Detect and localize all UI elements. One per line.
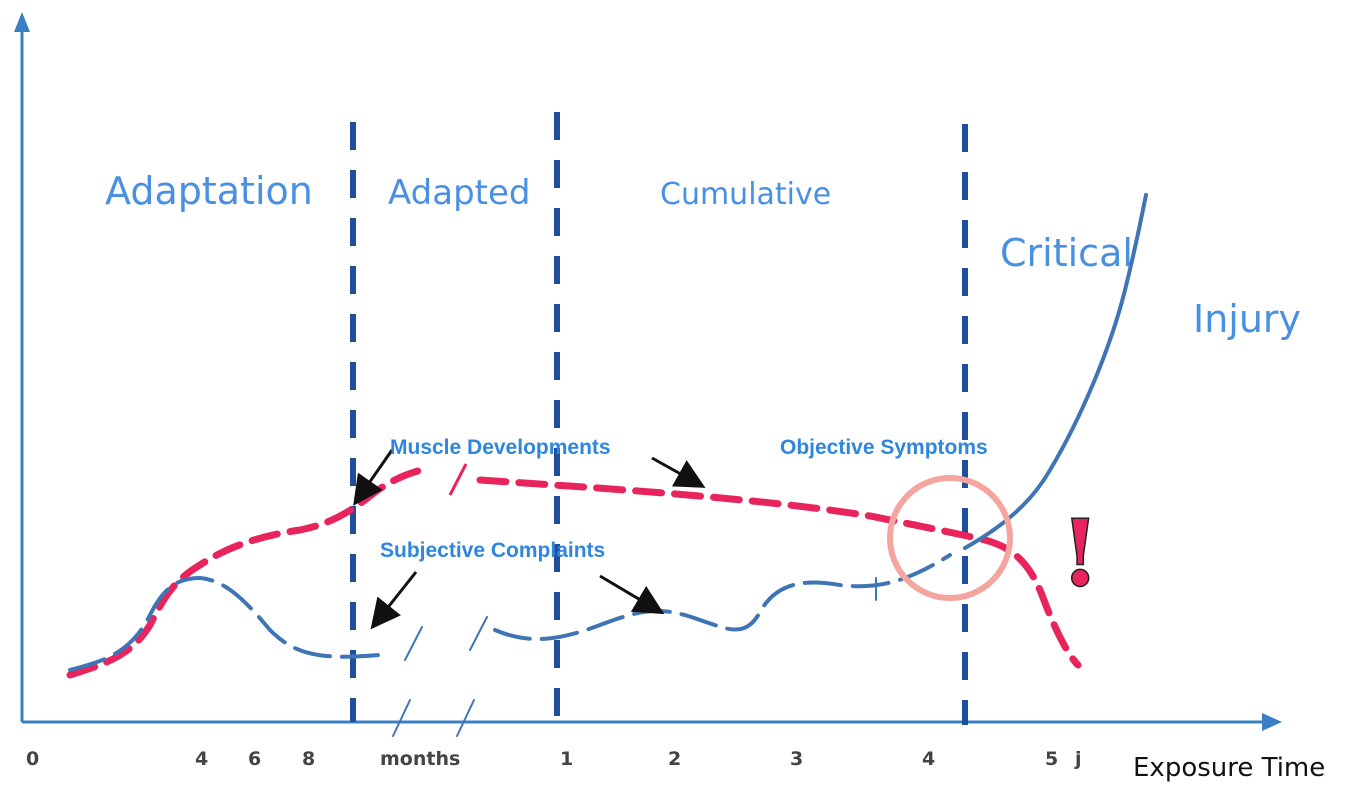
muscle-arrow-right [651, 456, 706, 488]
x-axis-title: Exposure Time [1133, 753, 1325, 783]
annotation-subjective-complaints: Subjective Complaints [380, 539, 605, 562]
annotation-objective-symptoms: Objective Symptoms [780, 436, 988, 459]
critical-intersection-circle [887, 475, 1013, 601]
x-tick-3: 3 [790, 748, 803, 770]
x-tick-4b: 4 [922, 748, 935, 770]
x-tick-0: 0 [26, 748, 39, 770]
muscle-development-curve-2 [476, 476, 1082, 669]
y-axis-arrow [14, 12, 30, 32]
phase-label-adaptation: Adaptation [105, 169, 313, 213]
x-tick-4a: 4 [195, 748, 208, 770]
axis-break-marks [392, 699, 475, 737]
x-tick-6: 6 [248, 748, 261, 770]
symptom-curve-breaks [404, 577, 877, 661]
warning-exclamation-icon: ! [1060, 499, 1100, 607]
x-tick-2: 2 [668, 748, 681, 770]
muscle-curve-break [448, 463, 468, 496]
x-tick-8: 8 [302, 748, 315, 770]
complaint-arrow-left [370, 571, 418, 630]
x-tick-j: j [1074, 748, 1082, 770]
annotation-muscle-developments: Muscle Developments [390, 436, 611, 459]
phase-label-cumulative: Cumulative [660, 177, 831, 212]
x-tick-5: 5 [1045, 748, 1058, 770]
complaint-arrow-right [599, 574, 665, 615]
phase-label-critical: Critical [1000, 231, 1133, 275]
muscle-development-curve [66, 464, 434, 679]
phase-label-injury: Injury [1193, 297, 1301, 341]
phase-label-adapted: Adapted [388, 173, 531, 213]
symptom-curve [68, 575, 382, 672]
symptom-curve-rise [963, 193, 1148, 550]
x-axis-arrow [1262, 713, 1282, 731]
symptom-curve-2 [493, 553, 952, 641]
x-tick-1: 1 [560, 748, 573, 770]
x-tick-months: months [380, 748, 460, 770]
muscle-arrow-left [353, 449, 394, 506]
